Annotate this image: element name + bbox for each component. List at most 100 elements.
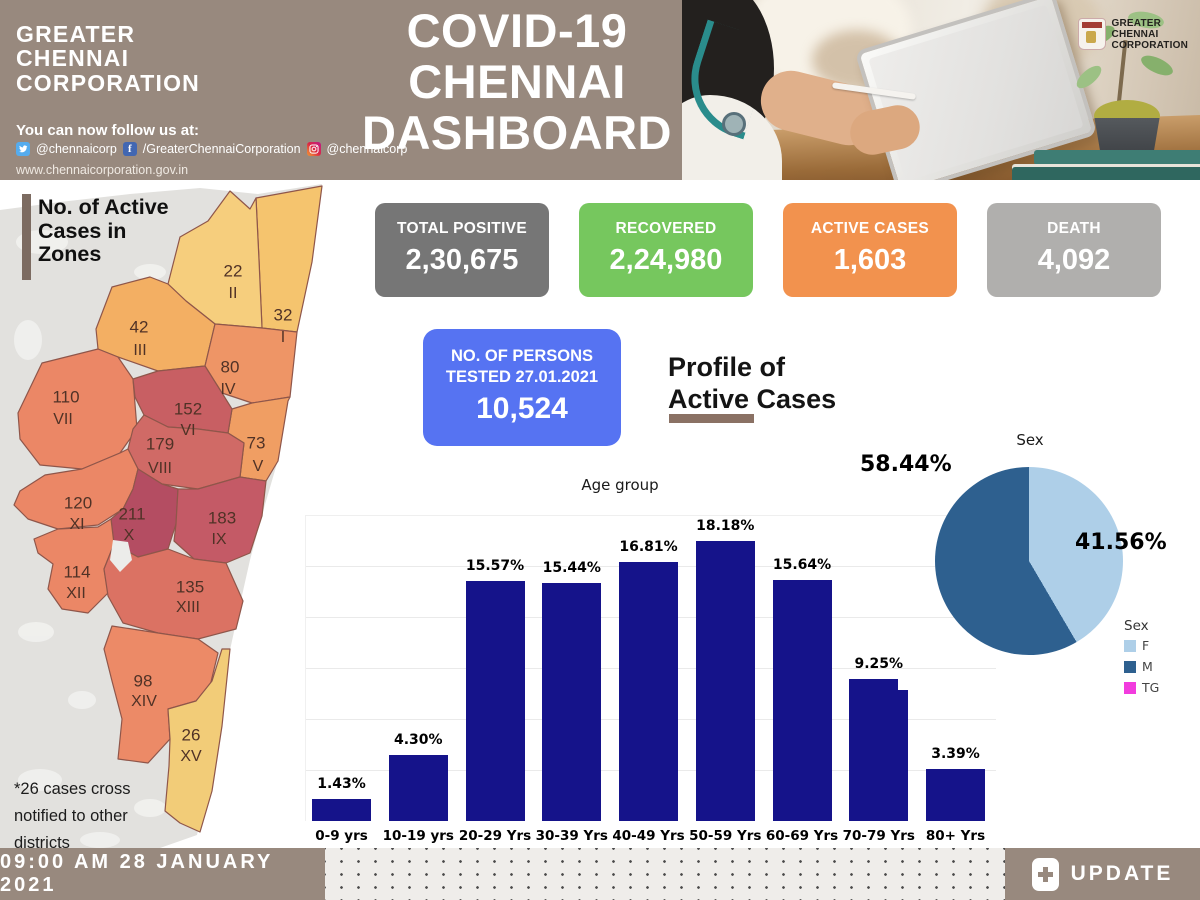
brand-line: CHENNAI	[16, 45, 130, 72]
legend-row-TG: TG	[1124, 680, 1159, 695]
bar-value-label: 18.18%	[696, 518, 755, 534]
title-line: COVID-19	[406, 4, 628, 57]
tested-value: 10,524	[476, 392, 568, 426]
bar-value-label: 9.25%	[854, 656, 904, 672]
zone-XV	[164, 648, 231, 833]
stat-card-value: 2,24,980	[609, 244, 723, 276]
bar-x-label: 70-79 Yrs	[842, 828, 915, 844]
stat-card-value: 1,603	[833, 244, 907, 276]
tested-card: NO. OF PERSONS TESTED 27.01.2021 10,524	[423, 329, 621, 446]
zone-IX	[173, 476, 267, 564]
stethoscope-chestpiece	[722, 112, 746, 136]
bar-value-label: 3.39%	[931, 746, 980, 762]
zone-label-IX: IX	[211, 531, 226, 548]
tested-label-line: TESTED 27.01.2021	[445, 367, 599, 386]
main-content: 32 I 22 II 42 III 80 IV 73 V 152 VI 110 VII 179 VIII 183…	[0, 180, 1200, 852]
bar-x-label: 60-69 Yrs	[765, 828, 839, 844]
header-photo: GREATER CHENNAI CORPORATION	[682, 0, 1200, 180]
tested-label-line: NO. OF PERSONS	[450, 347, 594, 365]
facebook-handle[interactable]: /GreaterChennaiCorporation	[142, 142, 301, 156]
map-heading-bar	[22, 194, 31, 280]
profile-heading: Profile of Active Cases	[668, 352, 836, 416]
zone-label-II: 22	[224, 261, 243, 280]
follow-text: You can now follow us at:	[16, 122, 200, 139]
twitter-icon	[16, 142, 30, 156]
bar-x-label: 30-39 Yrs	[535, 828, 608, 844]
website-link[interactable]: www.chennaicorporation.gov.in	[16, 163, 189, 177]
zone-label-I: I	[281, 329, 285, 346]
zone-label-X: X	[124, 527, 135, 544]
zone-label-XIV: 98	[134, 671, 153, 690]
stat-card-label: RECOVERED	[615, 220, 717, 237]
profile-heading-line: Active Cases	[668, 383, 837, 414]
title-line: DASHBOARD	[362, 105, 672, 159]
title-line: CHENNAI	[408, 54, 626, 108]
zone-label-V: 73	[247, 433, 266, 452]
zone-label-VI: VI	[180, 422, 195, 439]
pie-legend: Sex F M TG	[1124, 618, 1159, 701]
brand-line: GREATER	[16, 21, 136, 47]
bar-value-label: 15.44%	[542, 560, 601, 576]
bar-60-69 Yrs	[772, 580, 832, 821]
zone-label-XV: 26	[182, 725, 201, 744]
zone-label-XV: XV	[180, 748, 202, 765]
stat-card: DEATH 4,092	[987, 203, 1161, 297]
map-footnote: *26 cases cross notified to other distri…	[14, 776, 130, 858]
header: GREATER CHENNAI CORPORATION You can now …	[0, 0, 1200, 180]
bar-value-label: 4.30%	[393, 732, 443, 748]
gcc-logo: GREATER CHENNAI CORPORATION	[1077, 18, 1188, 52]
bar-value-label: 15.57%	[465, 558, 525, 574]
zone-XIII	[103, 543, 244, 640]
update-button[interactable]: UPDATE	[1005, 848, 1200, 900]
profile-heading-underline	[669, 414, 754, 423]
map-footnote-line: notified to other	[14, 807, 128, 826]
gcc-logo-line: CORPORATION	[1111, 40, 1188, 52]
profile-heading-line: Profile of	[668, 352, 786, 382]
legend-label: TG	[1142, 680, 1160, 695]
photo-books	[1012, 150, 1200, 180]
brand-line: CORPORATION	[16, 69, 200, 96]
brand-block: GREATER CHENNAI CORPORATION You can now …	[0, 0, 407, 180]
stat-card-label: DEATH	[1047, 220, 1101, 237]
zone-label-VIII: 179	[146, 434, 174, 453]
zone-label-XIII: XIII	[176, 599, 200, 616]
photo-book	[1034, 150, 1200, 165]
zone-label-XI: 120	[64, 493, 92, 512]
gcc-logo-text: GREATER CHENNAI CORPORATION	[1112, 18, 1188, 52]
instagram-icon	[306, 142, 321, 156]
footer: 09:00 AM 28 JANUARY 2021 UPDATE	[0, 848, 1200, 900]
bar-50-59 Yrs	[695, 541, 755, 821]
zones-map: 32 I 22 II 42 III 80 IV 73 V 152 VI 110 VII 179 VIII 183…	[0, 184, 323, 848]
facebook-icon: f	[122, 142, 137, 156]
zone-label-VIII: VIII	[148, 460, 172, 477]
sex-pie-chart	[935, 467, 1123, 655]
bar-30-39 Yrs	[542, 583, 602, 821]
twitter-handle[interactable]: @chennaicorp	[36, 142, 117, 156]
stat-card: RECOVERED 2,24,980	[579, 203, 753, 297]
bar-0-9 yrs	[312, 799, 371, 821]
age-bar-chart: 1.43% 0-9 yrs 4.30% 10-19 yrs 15.57% 20-29 Yr…	[305, 515, 996, 844]
map-heading-line: No. of Active	[38, 195, 169, 219]
bar-x-label: 20-29 Yrs	[458, 828, 532, 844]
stat-card: ACTIVE CASES 1,603	[783, 203, 957, 297]
zone-label-X: 211	[118, 504, 145, 523]
zone-label-XIII: 135	[176, 577, 204, 596]
gcc-crest-icon	[1077, 18, 1106, 50]
zone-polygons	[13, 185, 323, 833]
brand-logo: GREATER CHENNAI CORPORATION	[16, 21, 200, 96]
zone-label-VII: 110	[52, 387, 79, 406]
bar-10-19 yrs	[388, 755, 448, 821]
update-plus-icon	[1031, 857, 1059, 891]
bar-notch	[898, 679, 909, 690]
legend-swatch	[1124, 639, 1136, 652]
bar-x-label: 10-19 yrs	[382, 828, 454, 844]
map-heading-line: Cases in	[38, 218, 127, 243]
instagram-handle[interactable]: @chennaicorp	[326, 142, 408, 156]
legend-swatch	[1124, 681, 1136, 694]
update-button-label: UPDATE	[1070, 862, 1174, 885]
zone-label-IX: 183	[208, 508, 236, 527]
tested-label: NO. OF PERSONS TESTED 27.01.2021	[423, 346, 621, 387]
zone-label-III: 42	[130, 317, 149, 336]
zone-label-IV: 80	[221, 357, 240, 376]
zone-label-XII: XII	[66, 585, 86, 602]
